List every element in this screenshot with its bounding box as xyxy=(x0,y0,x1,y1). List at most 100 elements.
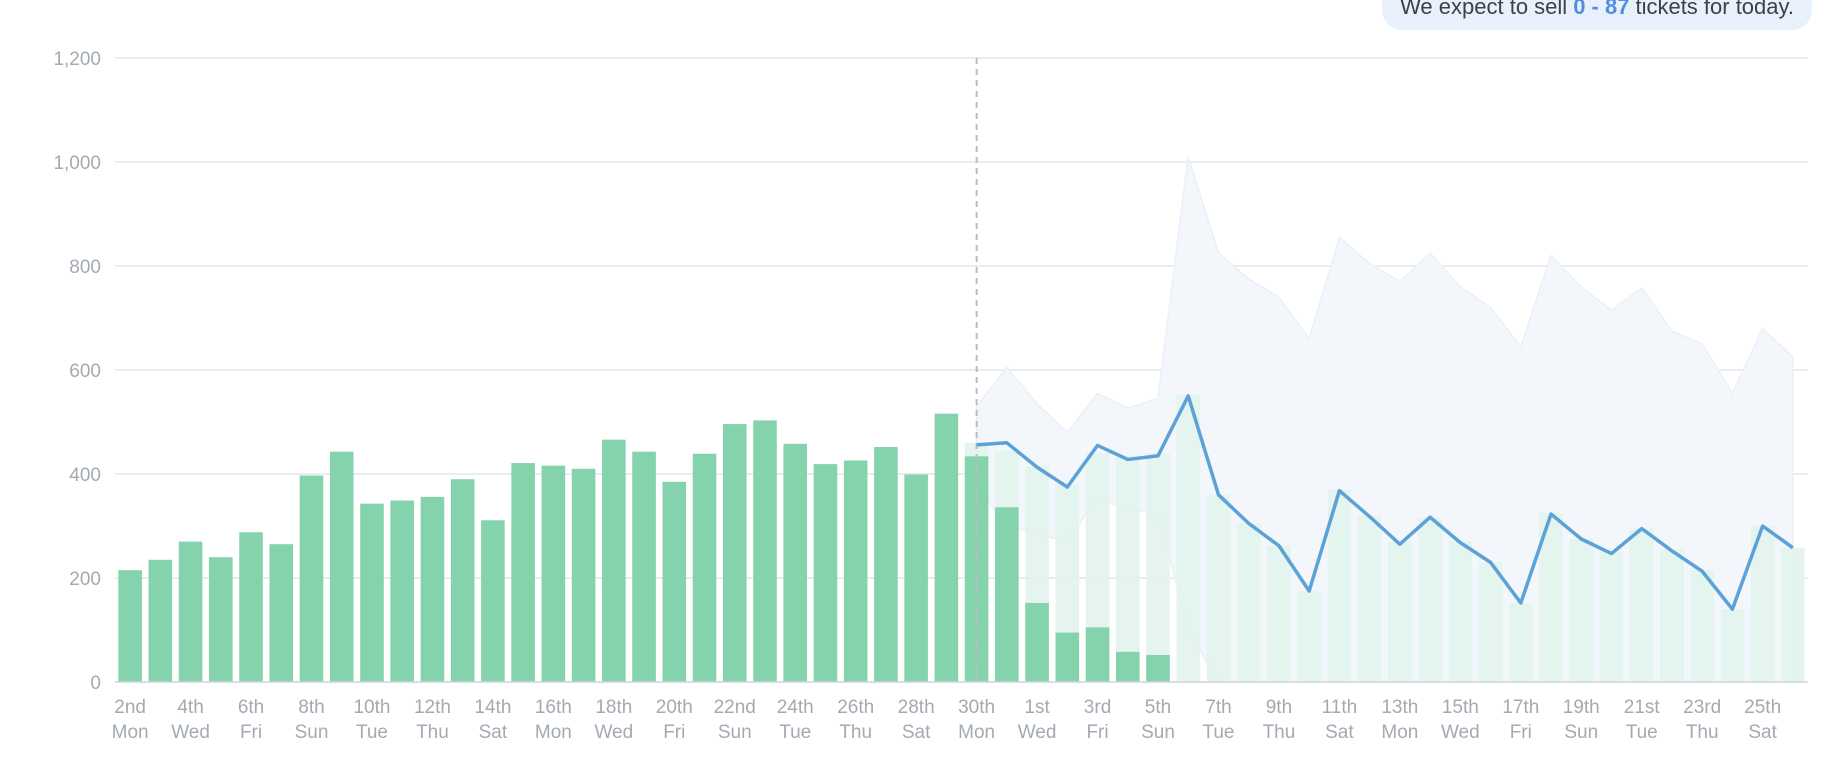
x-tick-weekday: Mon xyxy=(535,722,572,743)
forecast-bar xyxy=(1660,549,1684,682)
forecast-bar xyxy=(1781,547,1805,682)
forecast-bar xyxy=(1599,552,1624,682)
x-tick-weekday: Tue xyxy=(1202,722,1234,743)
x-tick-weekday: Fri xyxy=(240,722,262,743)
forecast-bar xyxy=(1388,541,1412,682)
forecast-banner: We expect to sell 0 - 87 tickets for tod… xyxy=(1382,0,1812,30)
actual-bar xyxy=(662,481,687,682)
actual-bar xyxy=(390,500,414,682)
forecast-bar xyxy=(1690,570,1714,682)
x-tick-day: 2nd xyxy=(114,697,146,718)
forecast-line xyxy=(976,394,1794,611)
forecast-bar xyxy=(1569,539,1594,682)
actual-bar xyxy=(450,479,475,682)
y-tick-label: 1,000 xyxy=(53,153,101,174)
actual-bar xyxy=(299,475,324,682)
x-tick-weekday: Sat xyxy=(902,722,931,743)
x-tick-day: 19th xyxy=(1563,697,1600,718)
x-tick-day: 18th xyxy=(595,697,632,718)
x-tick-day: 25th xyxy=(1744,697,1781,718)
x-tick-day: 4th xyxy=(177,697,203,718)
x-tick-weekday: Sun xyxy=(718,722,752,743)
actual-bar xyxy=(753,420,777,682)
actual-bar xyxy=(541,465,566,682)
y-tick-label: 0 xyxy=(90,673,101,694)
forecast-bar xyxy=(1750,526,1775,682)
forecast-bar xyxy=(1267,545,1291,682)
x-tick-day: 22nd xyxy=(714,697,756,718)
x-tick-day: 20th xyxy=(656,697,693,718)
actual-bar xyxy=(209,557,233,682)
x-tick-day: 8th xyxy=(298,697,324,718)
x-tick-day: 3rd xyxy=(1084,697,1111,718)
forecast-bar xyxy=(1418,518,1442,682)
x-tick-weekday: Sat xyxy=(1748,722,1777,743)
actual-bar xyxy=(632,451,656,682)
actual-bar xyxy=(874,446,898,682)
x-tick-weekday: Tue xyxy=(779,722,811,743)
forecast-bar xyxy=(1115,455,1140,682)
x-tick-weekday: Fri xyxy=(663,722,685,743)
x-tick-day: 14th xyxy=(474,697,511,718)
actual-bar xyxy=(602,439,626,682)
x-tick-day: 16th xyxy=(535,697,572,718)
forecast-bar xyxy=(1448,541,1473,682)
actual-bar xyxy=(269,544,294,682)
x-tick-day: 10th xyxy=(353,697,390,718)
x-tick-weekday: Wed xyxy=(1441,722,1480,743)
actual-bar xyxy=(148,559,173,682)
x-tick-weekday: Fri xyxy=(1086,722,1108,743)
actual-bar xyxy=(722,424,747,682)
actual-bar xyxy=(360,503,384,682)
actual-bar xyxy=(1025,602,1049,682)
actual-bar xyxy=(1115,651,1140,682)
actual-bar xyxy=(511,463,535,682)
banner-range: 0 - 87 xyxy=(1573,0,1630,19)
actual-bar xyxy=(1146,654,1170,682)
x-tick-day: 23rd xyxy=(1683,697,1721,718)
x-tick-weekday: Thu xyxy=(1263,722,1296,743)
x-tick-weekday: Thu xyxy=(839,722,872,743)
forecast-bar xyxy=(1539,513,1563,682)
actual-bar xyxy=(692,453,717,682)
actual-bar xyxy=(239,532,263,682)
actual-bar xyxy=(995,507,1019,682)
banner-prefix: We expect to sell xyxy=(1400,0,1568,19)
forecast-bar xyxy=(1629,528,1654,682)
x-tick-weekday: Mon xyxy=(958,722,995,743)
forecast-bar xyxy=(1085,453,1110,682)
x-tick-weekday: Sun xyxy=(295,722,329,743)
y-tick-label: 200 xyxy=(69,569,101,590)
forecast-bar xyxy=(1478,562,1503,682)
forecast-bar xyxy=(1206,494,1231,682)
x-tick-weekday: Thu xyxy=(1686,722,1719,743)
x-tick-day: 6th xyxy=(238,697,264,718)
x-tick-day: 26th xyxy=(837,697,874,718)
y-tick-label: 400 xyxy=(69,465,101,486)
x-tick-day: 12th xyxy=(414,697,451,718)
x-tick-day: 11th xyxy=(1322,697,1358,718)
x-tick-weekday: Wed xyxy=(171,722,210,743)
x-tick-weekday: Sun xyxy=(1141,722,1175,743)
forecast-bar xyxy=(1176,394,1201,682)
x-tick-day: 13th xyxy=(1381,697,1418,718)
x-tick-day: 7th xyxy=(1205,697,1231,718)
forecast-bar xyxy=(1236,523,1261,682)
actual-bar xyxy=(934,413,959,682)
actual-bar xyxy=(178,541,203,682)
banner-suffix: tickets for today. xyxy=(1635,0,1794,19)
x-tick-weekday: Fri xyxy=(1510,722,1532,743)
x-tick-weekday: Tue xyxy=(356,722,388,743)
actual-bar xyxy=(329,451,354,682)
x-tick-weekday: Mon xyxy=(1381,722,1418,743)
x-tick-weekday: Sat xyxy=(479,722,508,743)
x-tick-day: 30th xyxy=(958,697,995,718)
actual-bar xyxy=(118,570,142,682)
x-tick-weekday: Sun xyxy=(1564,722,1598,743)
x-tick-weekday: Tue xyxy=(1626,722,1658,743)
x-tick-weekday: Sat xyxy=(1325,722,1354,743)
x-tick-day: 24th xyxy=(777,697,814,718)
x-tick-day: 5th xyxy=(1145,697,1171,718)
actual-bar xyxy=(1085,627,1110,682)
